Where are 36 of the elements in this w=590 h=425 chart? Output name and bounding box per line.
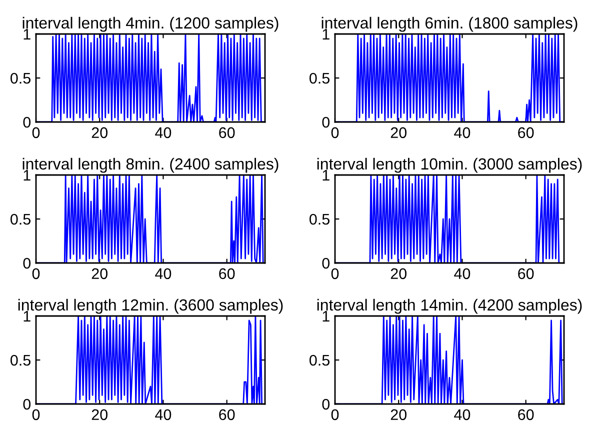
x-tick-label: 0 — [32, 268, 40, 280]
y-tick-label: 0.5 — [310, 354, 330, 366]
y-tick-label: 0.5 — [10, 72, 30, 84]
y-tick-label: 0 — [322, 398, 330, 410]
x-tick-label: 20 — [92, 127, 108, 138]
y-tick-label: 0 — [23, 258, 31, 269]
x-tick-label: 20 — [92, 268, 108, 280]
x-tick-label: 20 — [390, 268, 407, 280]
y-tick-label: 0.5 — [10, 354, 30, 366]
x-tick-label: 40 — [454, 409, 470, 420]
x-tick-label: 60 — [219, 268, 235, 280]
y-tick-label: 0 — [23, 398, 31, 410]
x-tick-label: 60 — [518, 268, 534, 280]
x-tick-label: 0 — [32, 409, 40, 420]
y-tick-label: 0 — [322, 116, 330, 128]
x-tick-label: 40 — [155, 268, 172, 280]
y-tick-label: 0 — [23, 116, 31, 128]
x-tick-label: 60 — [219, 409, 235, 420]
x-tick-label: 60 — [518, 127, 534, 138]
x-tick-label: 60 — [518, 409, 534, 420]
x-tick-label: 20 — [390, 127, 407, 138]
x-tick-label: 40 — [155, 409, 172, 420]
x-tick-label: 0 — [331, 127, 339, 138]
x-tick-label: 40 — [454, 268, 470, 280]
x-tick-label: 0 — [331, 409, 339, 420]
y-tick-label: 0.5 — [10, 214, 30, 225]
x-tick-label: 60 — [219, 127, 235, 138]
x-tick-label: 40 — [454, 127, 470, 138]
x-tick-label: 0 — [331, 268, 339, 280]
x-tick-label: 40 — [155, 127, 172, 138]
y-tick-label: 0.5 — [310, 72, 330, 84]
x-tick-label: 0 — [32, 127, 40, 138]
x-tick-label: 20 — [92, 409, 108, 420]
x-tick-label: 20 — [390, 409, 407, 420]
y-tick-label: 0.5 — [310, 214, 330, 225]
y-tick-label: 0 — [322, 258, 330, 269]
